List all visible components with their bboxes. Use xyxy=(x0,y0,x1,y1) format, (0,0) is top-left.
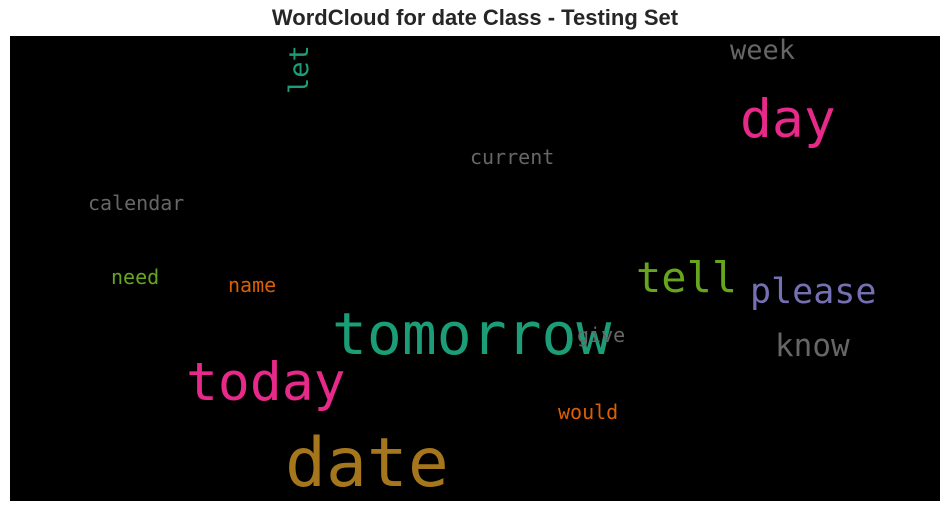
chart-title: WordCloud for date Class - Testing Set xyxy=(271,5,679,30)
word-need: need xyxy=(111,265,159,289)
word-let: let xyxy=(284,45,315,94)
word-tomorrow: tomorrow xyxy=(332,300,611,368)
word-know: know xyxy=(775,328,850,364)
word-calendar: calendar xyxy=(88,191,184,215)
word-current: current xyxy=(470,145,554,169)
word-week: week xyxy=(730,36,795,66)
word-today: today xyxy=(186,352,346,413)
word-please: please xyxy=(750,272,876,312)
word-would: would xyxy=(558,400,618,424)
word-date: date xyxy=(285,424,449,501)
word-tell: tell xyxy=(636,253,737,302)
word-name: name xyxy=(228,273,276,297)
word-day: day xyxy=(740,89,836,150)
wordcloud-canvas: date tomorrow today day tell please know let wee… xyxy=(10,36,940,501)
word-give: give xyxy=(577,323,625,347)
